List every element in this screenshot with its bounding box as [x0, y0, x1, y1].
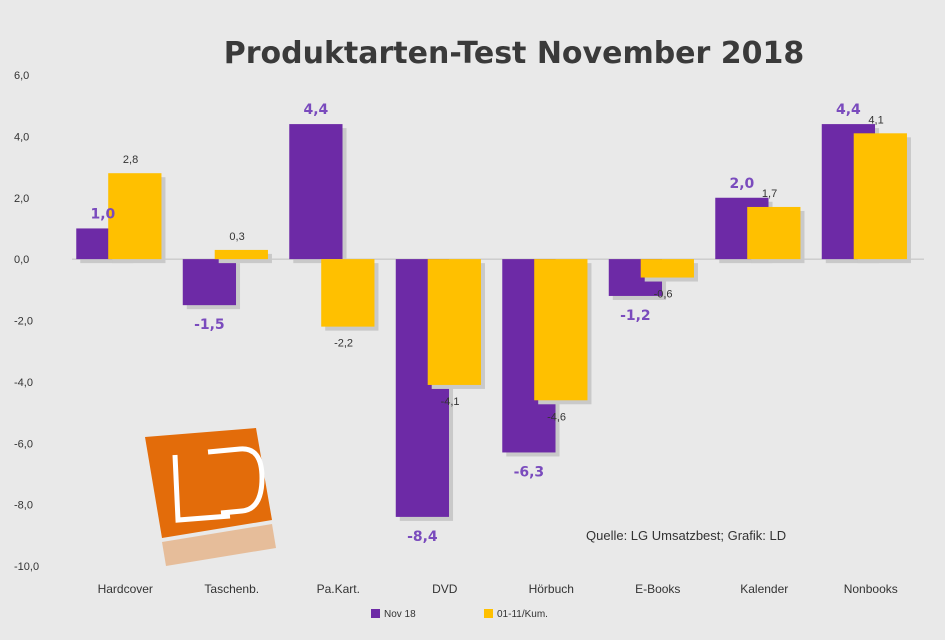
x-tick-label: Pa.Kart. — [317, 582, 360, 596]
y-tick-label: -8,0 — [14, 500, 33, 512]
chart-title: Produktarten-Test November 2018 — [224, 36, 805, 71]
y-tick-label: -10,0 — [14, 561, 39, 573]
y-tick-label: -4,0 — [14, 377, 33, 389]
y-tick-label: -6,0 — [14, 438, 33, 450]
legend-swatch-kum — [484, 609, 493, 618]
data-label-nov: -1,2 — [620, 308, 651, 324]
x-tick-label: E-Books — [635, 582, 680, 596]
data-label-kum: -2,2 — [334, 338, 353, 350]
bar-kum — [321, 259, 375, 327]
data-label-nov: -8,4 — [407, 529, 438, 545]
data-label-kum: 4,1 — [868, 114, 883, 126]
legend-label-kum: 01-11/Kum. — [497, 609, 548, 620]
bar-labels: 1,0 2,8 -1,5 0,3 4,4 -2,2 -8,4 -4,1 -6,3 -4,6 -1,2… — [90, 102, 883, 545]
y-tick-label: 4,0 — [14, 131, 29, 143]
x-tick-label: Kalender — [740, 582, 788, 596]
data-label-nov: 4,4 — [836, 102, 861, 118]
x-tick-label: Hardcover — [98, 582, 153, 596]
bar-kum — [108, 173, 162, 260]
bar-nov — [289, 124, 343, 260]
x-tick-label: Nonbooks — [844, 582, 898, 596]
data-label-kum: -4,6 — [547, 411, 566, 423]
bar-kum — [640, 259, 694, 278]
data-label-kum: 0,3 — [229, 231, 244, 243]
data-label-kum: 1,7 — [762, 188, 777, 200]
data-label-kum: -4,1 — [441, 396, 460, 408]
x-axis: Hardcover Taschenb. Pa.Kart. DVD Hörbuch E-Bo… — [98, 582, 898, 596]
data-label-nov: -1,5 — [194, 317, 225, 333]
y-axis: 6,0 4,0 2,0 0,0 -2,0 -4,0 -6,0 -8,0 -10,0 — [14, 70, 39, 573]
data-label-nov: 4,4 — [303, 102, 328, 118]
bar-nov — [182, 259, 237, 306]
data-label-kum: -0,6 — [654, 289, 673, 301]
legend: Nov 18 01-11/Kum. — [371, 609, 548, 620]
bar-kum — [747, 206, 801, 260]
bar-kum — [214, 249, 268, 260]
data-label-nov: 1,0 — [90, 206, 115, 222]
y-tick-label: 6,0 — [14, 70, 29, 82]
legend-swatch-nov — [371, 609, 380, 618]
y-tick-label: -2,0 — [14, 316, 33, 328]
bar-kum — [534, 259, 588, 401]
y-tick-label: 2,0 — [14, 193, 29, 205]
bars — [76, 124, 911, 521]
ld-logo: LD — [145, 428, 276, 566]
data-label-nov: 2,0 — [729, 176, 754, 192]
data-label-nov: -6,3 — [514, 464, 545, 480]
bar-kum — [853, 133, 907, 260]
y-tick-label: 0,0 — [14, 254, 29, 266]
x-tick-label: Hörbuch — [529, 582, 574, 596]
legend-label-nov: Nov 18 — [384, 609, 416, 620]
x-tick-label: Taschenb. — [204, 582, 259, 596]
x-tick-label: DVD — [432, 582, 458, 596]
bar-kum — [427, 259, 481, 385]
source-note: Quelle: LG Umsatzbest; Grafik: LD — [586, 528, 786, 543]
data-label-kum: 2,8 — [123, 154, 138, 166]
